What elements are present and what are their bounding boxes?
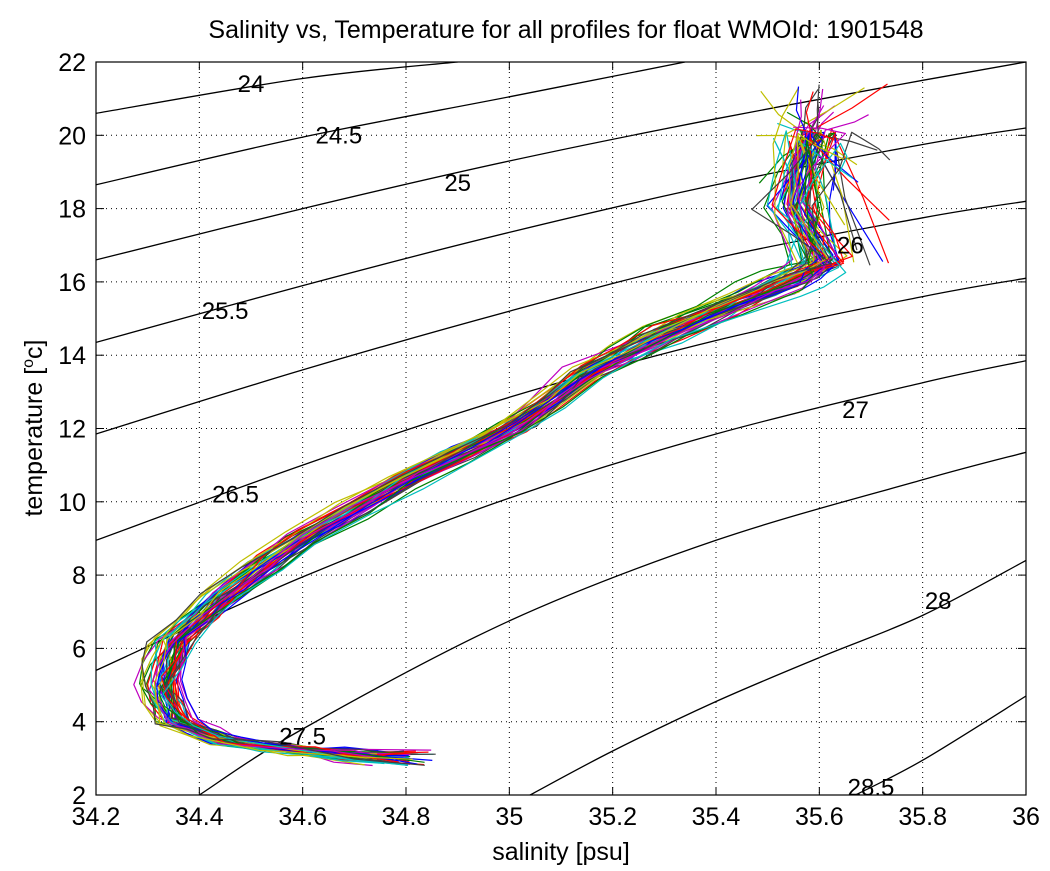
x-tick-label: 34.6 [278, 803, 327, 831]
profile-line [171, 129, 855, 753]
x-tick-label: 34.2 [72, 803, 121, 831]
y-tick-label: 18 [58, 196, 86, 224]
isopycnal-line [855, 695, 1026, 795]
isopycnal-line [198, 451, 1026, 795]
profile-lines [133, 83, 891, 767]
profile-line [170, 135, 858, 759]
profile-line [166, 133, 878, 756]
profile-line [133, 88, 824, 758]
profile-line [181, 86, 824, 762]
profile-line [171, 131, 853, 763]
y-tick-label: 14 [58, 342, 86, 370]
profile-line [156, 132, 859, 765]
profile-line [165, 135, 838, 765]
profile-line [161, 137, 820, 763]
y-axis-label-superscript: o [20, 359, 37, 368]
isopycnal-label: 28.5 [848, 775, 895, 802]
isopycnal-label: 28 [925, 588, 952, 615]
isopycnal-contours [96, 62, 1026, 795]
isopycnal-line [96, 200, 1026, 435]
profile-line [162, 142, 848, 764]
isopycnal-label: 25 [444, 170, 471, 197]
isopycnal-line [96, 62, 1026, 261]
isopycnal-line [96, 360, 1026, 671]
x-tick-label: 35.4 [692, 803, 741, 831]
profile-line [154, 99, 826, 759]
y-tick-label: 22 [58, 49, 86, 77]
profile-line [141, 84, 832, 766]
profile-line [158, 111, 824, 762]
profile-line [148, 138, 837, 766]
y-tick-label: 2 [72, 782, 86, 810]
isopycnal-label: 24.5 [315, 122, 362, 149]
x-tick-label: 34.8 [382, 803, 431, 831]
y-axis-label-main: temperature [ [20, 368, 48, 517]
chart-title: Salinity vs, Temperature for all profile… [208, 16, 923, 44]
y-tick-label: 20 [58, 122, 86, 150]
profile-line [164, 131, 891, 760]
profile-line [158, 134, 884, 754]
x-tick-label: 36 [1012, 803, 1040, 831]
profile-line [162, 136, 858, 760]
y-tick-labels: 2 4 6 8 10 12 14 16 18 20 22 [58, 49, 86, 810]
x-tick-labels: 34.2 34.4 34.6 34.8 35 35.2 35.4 35.6 35.8 36 [72, 803, 1040, 831]
x-tick-label: 35.2 [588, 803, 637, 831]
profile-line [140, 87, 800, 757]
y-axis-label: temperature [oc] [20, 339, 48, 516]
isopycnal-label: 26 [837, 232, 864, 259]
y-tick-label: 12 [58, 416, 86, 444]
y-tick-label: 4 [72, 709, 86, 737]
isopycnal-label: 24 [238, 71, 265, 98]
profile-line [168, 133, 871, 766]
isopycnal-label: 26.5 [212, 481, 259, 508]
profile-line [177, 114, 869, 756]
y-axis-label-unit: c] [20, 339, 48, 358]
y-tick-label: 16 [58, 269, 86, 297]
profile-line [166, 132, 840, 762]
isopycnal-line [96, 62, 686, 186]
isopycnal-line [96, 127, 1026, 344]
x-tick-label: 35.8 [898, 803, 947, 831]
isopycnal-label: 27.5 [279, 723, 326, 750]
axes-box [95, 61, 1027, 796]
isopycnal-line [96, 62, 458, 114]
isopycnal-line [529, 559, 1026, 795]
profile-line [150, 90, 823, 762]
y-tick-label: 6 [72, 635, 86, 663]
contour-labels: 24 24.5 25 25.5 26 26.5 27 27.5 28 28.5 [202, 71, 952, 802]
x-tick-label: 35.6 [795, 803, 844, 831]
x-tick-label: 34.4 [175, 803, 224, 831]
grid [95, 61, 1027, 796]
isopycnal-label: 25.5 [202, 298, 249, 325]
profile-line [158, 134, 819, 766]
y-tick-label: 10 [58, 489, 86, 517]
profile-line [153, 132, 844, 760]
x-axis-label: salinity [psu] [492, 838, 630, 866]
x-tick-label: 35 [495, 803, 523, 831]
y-tick-label: 8 [72, 562, 86, 590]
profile-line [179, 126, 846, 756]
isopycnal-label: 27 [842, 397, 869, 424]
